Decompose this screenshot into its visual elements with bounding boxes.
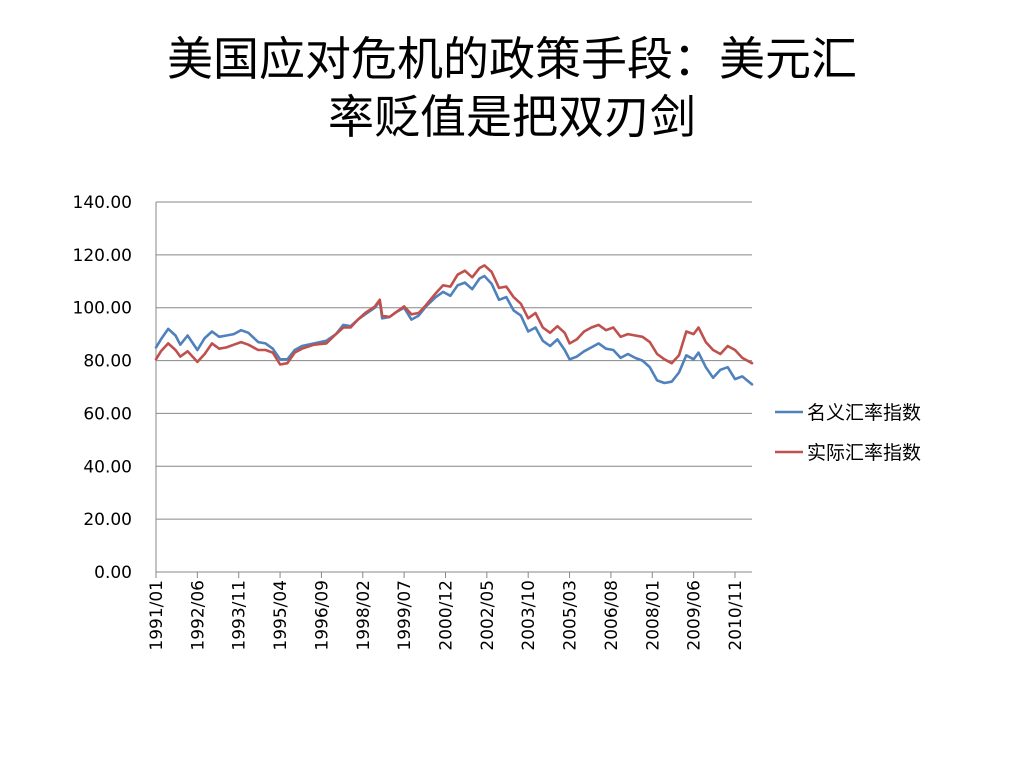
- slide-title: 美国应对危机的政策手段：美元汇 率贬值是把双刃剑: [60, 30, 964, 146]
- x-tick-label: 2002/05: [478, 580, 498, 651]
- legend-label: 名义汇率指数: [807, 402, 921, 424]
- x-tick-label: 1995/04: [271, 580, 291, 651]
- x-tick-label: 2008/01: [643, 580, 663, 651]
- x-tick-label: 1999/07: [395, 580, 415, 651]
- y-tick-label: 120.00: [73, 246, 132, 266]
- y-tick-label: 140.00: [73, 193, 132, 213]
- y-tick-label: 80.00: [83, 352, 132, 372]
- x-tick-label: 2000/12: [436, 580, 456, 651]
- x-tick-label: 1998/02: [354, 580, 374, 651]
- slide-title-line-2: 率贬值是把双刃剑: [328, 90, 696, 144]
- y-tick-label: 40.00: [83, 457, 132, 477]
- x-tick-label: 2003/10: [519, 580, 539, 651]
- x-tick-label: 1991/01: [147, 580, 167, 651]
- legend-label: 实际汇率指数: [807, 442, 921, 464]
- slide-title-line-1: 美国应对危机的政策手段：美元汇: [167, 32, 857, 86]
- x-tick-label: 1996/09: [312, 580, 332, 651]
- series-line-2: [154, 264, 754, 366]
- series-line-1: [154, 274, 754, 386]
- x-tick-label: 2005/03: [561, 580, 581, 651]
- x-tick-label: 1993/11: [230, 580, 250, 651]
- x-tick-label: 2010/11: [726, 580, 746, 651]
- x-tick-label: 2009/06: [685, 580, 705, 651]
- x-tick-label: 2006/08: [602, 580, 622, 651]
- y-tick-label: 100.00: [73, 299, 132, 319]
- y-tick-label: 20.00: [83, 510, 132, 530]
- y-tick-label: 60.00: [83, 404, 132, 424]
- y-tick-label: 0.00: [94, 563, 132, 583]
- x-tick-label: 1992/06: [188, 580, 208, 651]
